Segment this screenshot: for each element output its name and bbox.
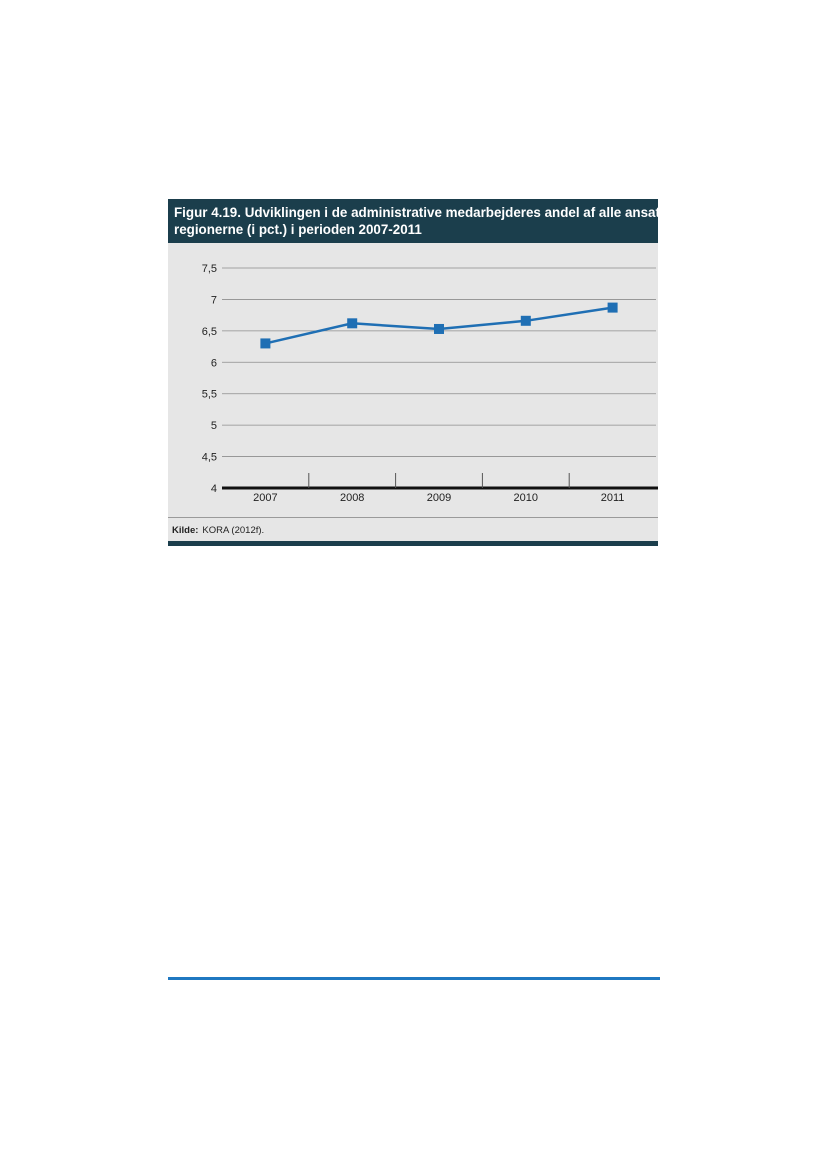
x-tick-label: 2007 (253, 492, 277, 504)
x-tick-label: 2008 (340, 492, 364, 504)
data-point-marker (347, 318, 358, 329)
footer-rule (168, 977, 660, 980)
y-tick-label: 6,5 (202, 326, 217, 338)
figure-title: Figur 4.19. Udviklingen i de administrat… (168, 199, 680, 243)
figure-title-line-1: Figur 4.19. Udviklingen i de administrat… (174, 205, 680, 220)
figure-bottom-bar (168, 541, 658, 546)
y-tick-label: 5 (211, 420, 217, 432)
source-note: Kilde: KORA (2012f). (168, 517, 658, 541)
data-point-marker (607, 302, 618, 313)
source-label: Kilde: (172, 525, 199, 536)
data-point-marker (260, 338, 271, 349)
source-text: KORA (2012f). (202, 525, 265, 536)
line-chart: 4 4,5 5 5,5 6 6,5 7 7,5 2007 2008 2009 2010 2011 (202, 263, 658, 504)
y-tick-label: 6 (211, 357, 217, 369)
figure-title-line-2: regionerne (i pct.) i perioden 2007-2011 (174, 222, 422, 237)
x-tick-label: 2009 (427, 492, 451, 504)
x-tick-label: 2011 (601, 492, 625, 504)
y-tick-label: 7 (211, 294, 217, 306)
y-tick-label: 4 (211, 483, 217, 495)
y-tick-label: 4,5 (202, 452, 217, 464)
data-point-marker (520, 315, 531, 326)
y-tick-label: 7,5 (202, 263, 217, 275)
data-point-marker (434, 323, 444, 334)
figure-panel: Figur 4.19. Udviklingen i de administrat… (168, 199, 680, 546)
x-tick-label: 2010 (514, 492, 538, 504)
y-tick-label: 5,5 (202, 389, 217, 401)
